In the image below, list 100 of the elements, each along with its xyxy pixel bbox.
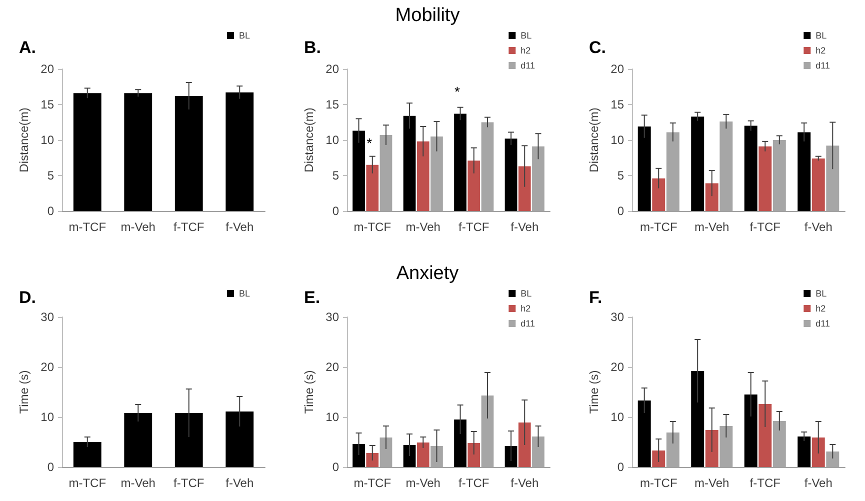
- y-tick-label: 5: [617, 168, 624, 182]
- bar: [504, 138, 518, 211]
- y-tick-label: 20: [326, 360, 340, 374]
- legend-label: d11: [520, 318, 536, 328]
- x-tick-label: f-Veh: [226, 220, 254, 234]
- bar: [638, 126, 651, 211]
- chart-title: C.: [589, 38, 606, 57]
- bar: [758, 404, 772, 467]
- bar: [798, 436, 811, 467]
- bar: [124, 413, 152, 467]
- chart-title: D.: [19, 288, 36, 307]
- bar: [504, 446, 518, 467]
- bar: [518, 166, 531, 211]
- y-tick-label: 20: [40, 360, 54, 374]
- bar: [454, 114, 466, 211]
- y-tick-label: 0: [617, 460, 624, 474]
- bar: [416, 442, 430, 467]
- y-tick-label: 20: [610, 62, 624, 76]
- bar: [812, 158, 825, 211]
- y-tick-label: 20: [40, 62, 54, 76]
- x-tick-label: m-TCF: [640, 220, 678, 234]
- bar: [416, 141, 430, 211]
- bar: [691, 371, 704, 467]
- y-axis-title: Distance(m): [586, 108, 601, 172]
- x-tick-label: f-TCF: [750, 220, 780, 234]
- legend-label: h2: [816, 304, 826, 314]
- y-tick-label: 10: [326, 133, 340, 147]
- x-tick-label: f-TCF: [458, 220, 490, 234]
- bar: [454, 420, 466, 467]
- legend-label: d11: [520, 60, 536, 70]
- x-tick-label: m-TCF: [640, 476, 678, 490]
- bar: [691, 116, 704, 211]
- text: Mobility: [395, 5, 460, 26]
- y-tick-label: 0: [617, 204, 624, 218]
- legend-label: BL: [816, 30, 827, 40]
- y-tick-label: 0: [47, 460, 54, 474]
- legend-label: h2: [816, 46, 826, 56]
- x-tick-label: m-TCF: [354, 476, 392, 490]
- legend-label: BL: [520, 30, 532, 40]
- y-tick-label: 5: [332, 168, 340, 182]
- x-tick-label: f-Veh: [226, 476, 254, 490]
- text: Anxiety: [396, 263, 460, 284]
- bar: [403, 116, 416, 211]
- x-tick-label: f-Veh: [510, 476, 539, 490]
- x-tick-label: f-TCF: [174, 220, 204, 234]
- y-axis-title: Time (s): [586, 370, 601, 414]
- chart-title: E.: [304, 288, 320, 307]
- bar: [744, 394, 758, 467]
- x-tick-label: f-TCF: [750, 476, 780, 490]
- y-tick-label: 15: [326, 98, 340, 112]
- y-tick-label: 0: [332, 204, 340, 218]
- y-tick-label: 20: [610, 360, 624, 374]
- bar: [705, 183, 718, 211]
- y-tick-label: 5: [47, 168, 54, 182]
- x-tick-label: f-TCF: [174, 476, 204, 490]
- bar: [652, 178, 666, 211]
- y-tick-label: 0: [332, 460, 340, 474]
- y-tick-label: 15: [610, 98, 624, 112]
- bar: [366, 164, 379, 211]
- x-tick-label: m-TCF: [354, 220, 392, 234]
- legend-label: BL: [816, 288, 827, 298]
- legend-label: h2: [520, 304, 531, 314]
- legend-label: d11: [816, 60, 830, 70]
- chart-title: B.: [304, 38, 321, 57]
- bar: [174, 413, 203, 467]
- bar: [73, 442, 102, 467]
- y-tick-label: 20: [326, 62, 340, 76]
- legend-label: d11: [816, 318, 830, 328]
- bar: [352, 444, 365, 467]
- x-tick-label: f-TCF: [458, 476, 490, 490]
- y-tick-label: 10: [326, 410, 340, 424]
- y-tick-label: 30: [40, 310, 54, 324]
- legend-label: BL: [238, 30, 250, 40]
- x-tick-label: m-Veh: [406, 476, 440, 490]
- bar: [798, 132, 811, 211]
- legend-label: BL: [238, 288, 250, 298]
- x-tick-label: f-Veh: [804, 220, 832, 234]
- y-tick-label: 0: [47, 204, 54, 218]
- chart-title: F.: [589, 288, 602, 307]
- y-axis-title: Distance(m): [16, 108, 31, 172]
- legend-label: BL: [520, 288, 532, 298]
- bar: [403, 445, 416, 467]
- chart-title: A.: [19, 38, 36, 57]
- x-tick-label: f-Veh: [804, 476, 832, 490]
- x-tick-label: f-Veh: [510, 220, 539, 234]
- bar: [468, 160, 480, 211]
- x-tick-label: m-Veh: [406, 220, 440, 234]
- y-tick-label: 10: [610, 410, 624, 424]
- y-axis-title: Time (s): [16, 370, 31, 414]
- y-tick-label: 30: [610, 310, 624, 324]
- y-tick-label: 10: [40, 410, 54, 424]
- bar: [744, 126, 758, 211]
- x-tick-label: m-TCF: [68, 220, 106, 234]
- y-tick-label: 10: [40, 133, 54, 147]
- y-tick-label: 30: [326, 310, 340, 324]
- y-axis-title: Time (s): [302, 370, 316, 414]
- x-tick-label: m-Veh: [694, 220, 730, 234]
- x-tick-label: m-Veh: [694, 476, 730, 490]
- x-tick-label: m-Veh: [120, 476, 156, 490]
- bar: [366, 453, 379, 467]
